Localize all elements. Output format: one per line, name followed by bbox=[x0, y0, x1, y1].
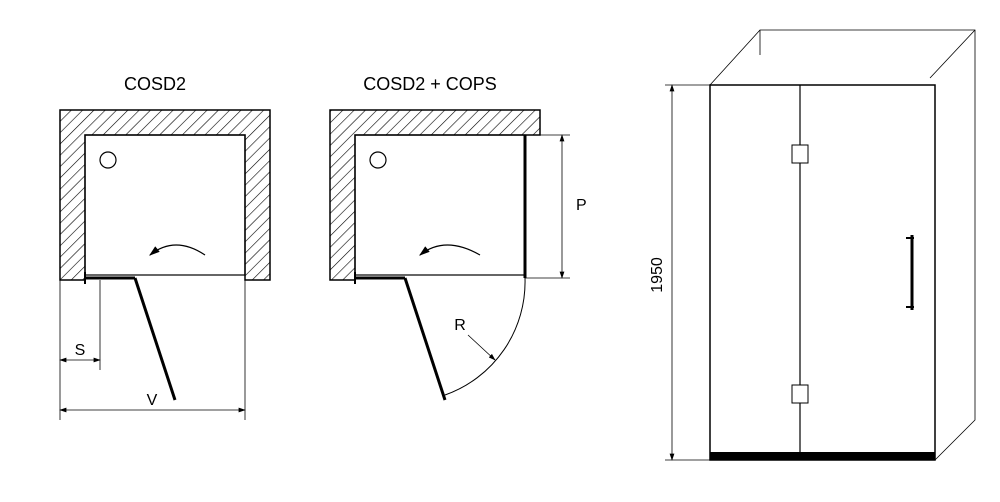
label-height: 1950 bbox=[649, 257, 666, 293]
dim-v: V bbox=[60, 280, 245, 420]
dim-p: P bbox=[525, 135, 587, 278]
dim-s: S bbox=[60, 280, 100, 370]
handle bbox=[906, 235, 914, 310]
dim-height: 1950 bbox=[649, 85, 710, 460]
swing-arrow-icon bbox=[150, 245, 205, 255]
elevation-view: 1950 bbox=[649, 30, 975, 460]
drain-icon bbox=[100, 152, 116, 168]
swing-arc bbox=[445, 278, 525, 395]
diagram-cosd2-cops: COSD2 + COPS P R bbox=[330, 74, 587, 400]
label-v: V bbox=[147, 392, 158, 409]
drain-icon-2 bbox=[370, 152, 386, 168]
tray-outline-2 bbox=[355, 135, 525, 275]
diagram-cosd2: COSD2 S V bbox=[60, 74, 270, 420]
door-frame bbox=[710, 85, 935, 460]
diagram1-title: COSD2 bbox=[124, 74, 186, 94]
hinge-top bbox=[792, 145, 808, 163]
dim-r: R bbox=[454, 317, 495, 360]
label-p: P bbox=[576, 197, 587, 214]
tray-outline bbox=[85, 135, 245, 275]
swing-arrow-icon-2 bbox=[420, 245, 480, 255]
hinge-bottom bbox=[792, 385, 808, 403]
label-s: S bbox=[75, 342, 86, 359]
threshold bbox=[710, 452, 935, 460]
swing-door bbox=[135, 278, 175, 400]
label-r: R bbox=[454, 317, 466, 334]
diagram2-title: COSD2 + COPS bbox=[363, 74, 497, 94]
swing-door-2 bbox=[405, 278, 445, 400]
